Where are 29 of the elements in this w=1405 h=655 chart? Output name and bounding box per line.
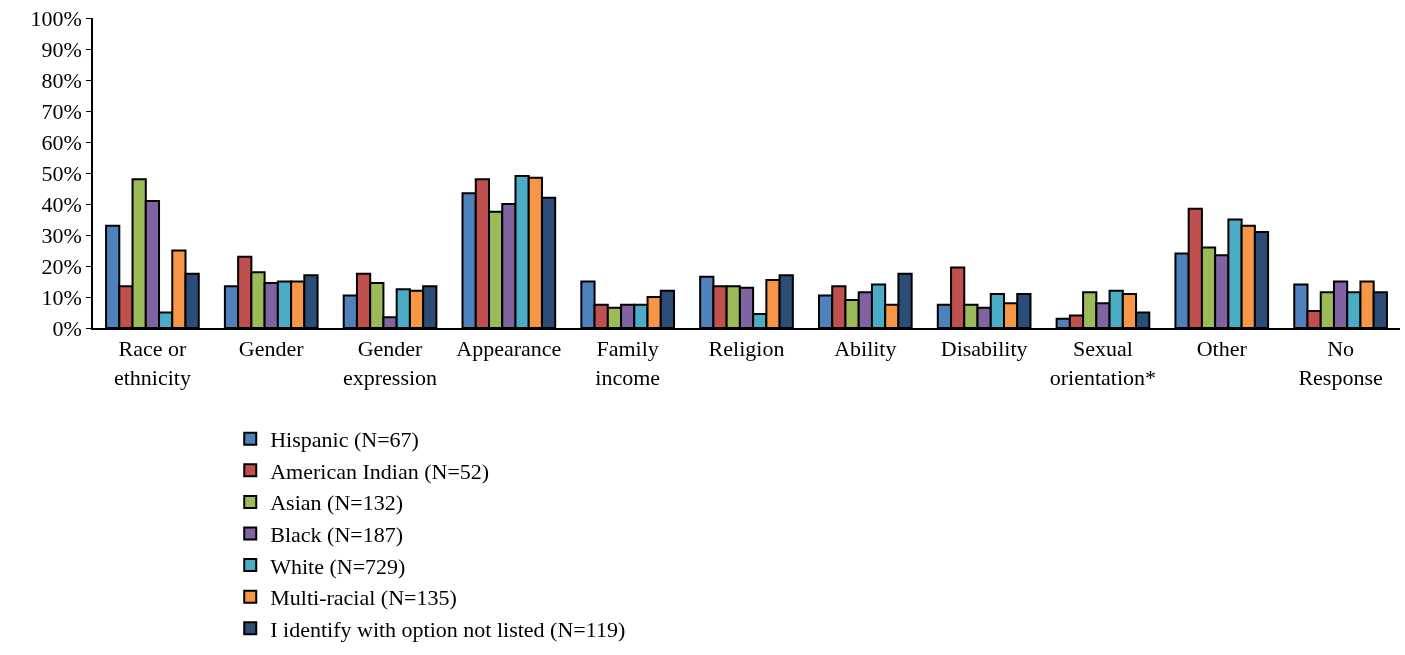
y-tick-label: 30% [41,222,82,248]
x-tick-label: Gender [238,336,305,362]
y-tick-label: 70% [41,98,82,124]
x-tick-label: Gender expression [343,336,438,390]
y-tick-label: 90% [41,36,82,62]
x-tick-label: Other [1196,336,1248,362]
legend-label: Multi-racial (N=135) [270,585,457,611]
y-tick-label: 20% [41,253,82,279]
y-tick-label: 50% [41,160,82,186]
y-tick-label: 0% [52,315,82,341]
legend-label: White (N=729) [270,553,406,579]
legend-label: Black (N=187) [270,522,403,548]
x-tick-label: No Response [1298,336,1383,390]
x-tick-label: Disability [940,336,1028,362]
x-tick-label: Ability [834,336,897,362]
y-tick-label: 80% [41,67,82,93]
x-tick-label: Sexual orientation* [1049,336,1157,390]
legend-label: I identify with option not listed (N=119) [270,616,626,642]
y-tick-label: 100% [30,5,82,31]
x-tick-label: Family income [595,336,661,390]
y-tick-label: 40% [41,191,82,217]
y-tick-label: 10% [41,284,82,310]
y-tick-label: 60% [41,129,82,155]
x-tick-label: Appearance [456,336,562,362]
legend-label: Hispanic (N=67) [270,427,419,453]
x-tick-label: Race or ethnicity [113,336,191,390]
x-tick-label: Religion [708,336,785,362]
legend-label: American Indian (N=52) [270,458,490,484]
legend-label: Asian (N=132) [270,490,404,516]
